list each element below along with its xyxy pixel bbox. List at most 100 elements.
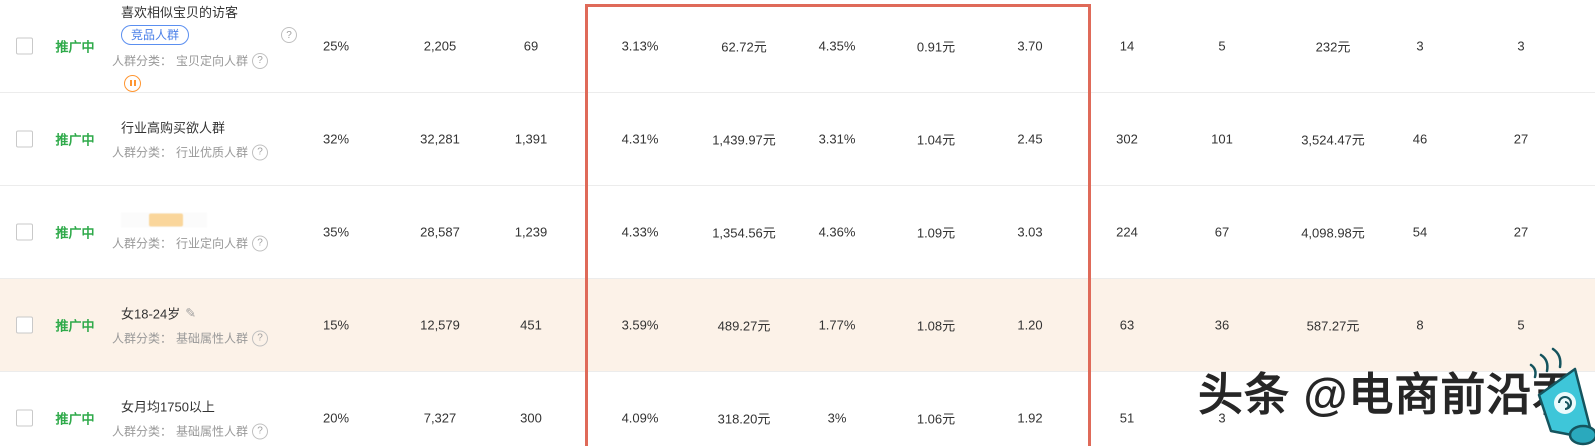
value-carts: 5 <box>1218 38 1226 54</box>
table-row: 推广中 女18-24岁 ✎ 人群分类： 基础属性人群 ? 15% 12,579 … <box>0 279 1595 372</box>
status-badge: 推广中 <box>55 318 95 334</box>
value-cvr: 1.77% <box>818 317 856 333</box>
value-favorites: 14 <box>1119 38 1135 54</box>
category-prefix: 人群分类： <box>112 331 173 346</box>
value-impressions: 32,281 <box>420 131 460 147</box>
value-cost: 1,439.97元 <box>712 132 776 148</box>
status-badge: 推广中 <box>55 39 95 55</box>
value-favorites: 63 <box>1119 317 1135 333</box>
value-favorites: 51 <box>1119 410 1135 426</box>
table-row: 推广中 行业高购买欲人群 人群分类： 行业优质人群 ? 32% 32,281 1… <box>0 93 1595 186</box>
category-value: 基础属性人群 <box>176 331 249 346</box>
value-revenue: 232元 <box>1315 39 1351 55</box>
audience-cell: 女18-24岁 ✎ 人群分类： 基础属性人群 ? <box>112 304 312 347</box>
value-ppc: 1.06元 <box>916 411 956 427</box>
audience-cell: 人群分类： 行业定向人群 ? <box>112 212 312 252</box>
value-favorites: 224 <box>1116 224 1138 240</box>
category-value: 宝贝定向人群 <box>176 54 249 68</box>
row-checkbox[interactable] <box>16 130 33 148</box>
value-premium-pct: 35% <box>322 224 350 240</box>
status-badge: 推广中 <box>55 225 95 241</box>
value-ppc: 1.08元 <box>916 318 956 334</box>
value-cvr: 3.31% <box>818 131 856 147</box>
value-premium-pct: 20% <box>322 410 350 426</box>
help-icon[interactable]: ? <box>252 52 269 69</box>
audience-name: 行业高购买欲人群 <box>121 120 226 136</box>
audience-name: 喜欢相似宝贝的访客 <box>121 5 239 20</box>
help-icon[interactable]: ? <box>252 235 269 251</box>
table-row: 推广中 女月均1750以上 人群分类： 基础属性人群 ? 20% 7,327 3… <box>0 372 1595 446</box>
row-checkbox[interactable] <box>16 316 33 334</box>
category-prefix: 人群分类： <box>112 236 173 251</box>
value-ctr: 4.09% <box>621 410 659 426</box>
value-impressions: 12,579 <box>420 317 460 333</box>
value-carts: 36 <box>1214 317 1230 333</box>
audience-name: 女18-24岁 <box>121 306 181 322</box>
row-checkbox[interactable] <box>16 409 33 427</box>
help-icon[interactable]: ? <box>281 27 298 43</box>
value-cost: 318.20元 <box>717 411 771 427</box>
value-clicks: 1,239 <box>514 224 548 240</box>
value-roi: 3.03 <box>1017 224 1043 240</box>
value-cost: 489.27元 <box>717 318 771 334</box>
value-revenue: 587.27元 <box>1306 318 1360 334</box>
value-orders-direct: 46 <box>1412 131 1428 147</box>
value-cost: 1,354.56元 <box>712 225 776 241</box>
value-ppc: 1.04元 <box>916 132 956 148</box>
help-icon[interactable]: ? <box>252 423 269 439</box>
value-ctr: 3.13% <box>621 38 659 54</box>
value-orders-indirect: 5 <box>1517 317 1525 333</box>
value-clicks: 1,391 <box>514 131 548 147</box>
value-impressions: 2,205 <box>423 38 457 54</box>
audience-cell: 女月均1750以上 人群分类： 基础属性人群 ? <box>112 397 312 440</box>
value-clicks: 451 <box>520 317 542 333</box>
value-clicks: 300 <box>520 410 542 426</box>
category-prefix: 人群分类： <box>112 145 173 160</box>
value-favorites: 302 <box>1116 131 1138 147</box>
value-roi: 1.92 <box>1017 410 1043 426</box>
value-roi: 3.70 <box>1017 38 1043 54</box>
table-row: 推广中 人群分类： 行业定向人群 ? 35% 28,587 1,239 4.33… <box>0 186 1595 279</box>
value-clicks: 69 <box>523 38 539 54</box>
status-badge: 推广中 <box>55 132 95 148</box>
watermark-text: 头条 @电商前沿君 <box>1198 369 1579 420</box>
value-ctr: 4.31% <box>621 131 659 147</box>
value-carts: 67 <box>1214 224 1230 240</box>
category-value: 行业定向人群 <box>176 236 249 251</box>
category-value: 行业优质人群 <box>176 145 249 160</box>
row-checkbox[interactable] <box>16 37 33 55</box>
value-orders-indirect: 3 <box>1517 38 1525 54</box>
redacted-audience-name <box>121 212 207 228</box>
help-icon[interactable]: ? <box>252 330 269 346</box>
table-row: 推广中 喜欢相似宝贝的访客 竞品人群 ? 人群分类： 宝贝定向人群 ? 25% … <box>0 0 1595 93</box>
value-revenue: 3,524.47元 <box>1301 132 1365 148</box>
audience-cell: 行业高购买欲人群 人群分类： 行业优质人群 ? <box>112 118 312 161</box>
help-icon[interactable]: ? <box>252 144 269 160</box>
value-ppc: 1.09元 <box>916 225 956 241</box>
value-orders-direct: 8 <box>1416 317 1424 333</box>
value-roi: 1.20 <box>1017 317 1043 333</box>
category-prefix: 人群分类： <box>112 54 173 68</box>
value-premium-pct: 25% <box>322 38 350 54</box>
category-value: 基础属性人群 <box>176 424 249 439</box>
audience-cell: 喜欢相似宝贝的访客 竞品人群 ? 人群分类： 宝贝定向人群 ? <box>112 2 312 92</box>
value-ppc: 0.91元 <box>916 39 956 55</box>
value-premium-pct: 15% <box>322 317 350 333</box>
value-impressions: 28,587 <box>420 224 460 240</box>
status-badge: 推广中 <box>55 411 95 427</box>
row-checkbox[interactable] <box>16 223 33 241</box>
value-ctr: 3.59% <box>621 317 659 333</box>
value-cvr: 4.35% <box>818 38 856 54</box>
audience-name: 女月均1750以上 <box>121 399 215 415</box>
value-cvr: 3% <box>827 410 847 426</box>
pause-icon[interactable] <box>124 74 141 92</box>
competitor-audience-badge: 竞品人群 <box>121 25 190 45</box>
value-orders-direct: 54 <box>1412 224 1428 240</box>
value-orders-indirect: 27 <box>1513 224 1529 240</box>
value-carts: 3 <box>1218 410 1226 426</box>
value-orders-indirect: 27 <box>1513 131 1529 147</box>
edit-icon[interactable]: ✎ <box>185 305 197 320</box>
value-ctr: 4.33% <box>621 224 659 240</box>
value-cvr: 4.36% <box>818 224 856 240</box>
value-cost: 62.72元 <box>721 39 767 55</box>
